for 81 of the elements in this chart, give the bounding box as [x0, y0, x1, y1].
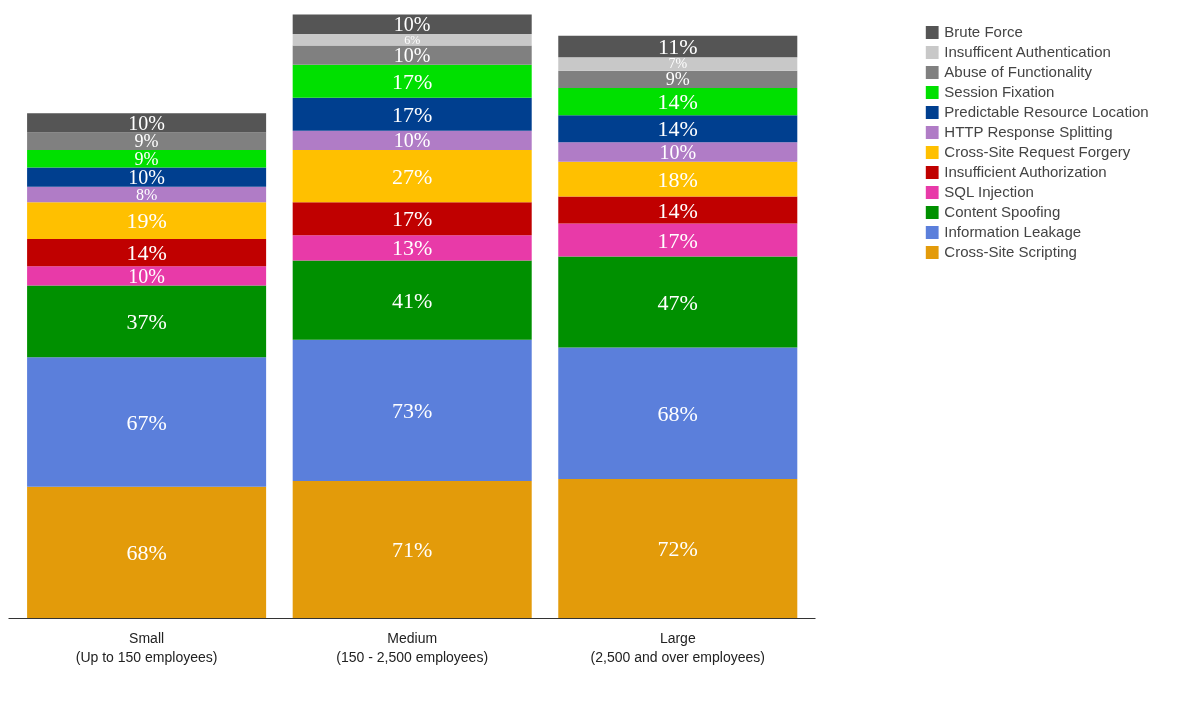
data-label: 11% [658, 33, 698, 59]
bar [292, 130, 532, 151]
data-label: 9% [665, 69, 690, 90]
data-label: 10% [659, 140, 697, 163]
legend-label: Session Fixation [944, 83, 1055, 100]
bar [27, 113, 267, 133]
bar [558, 161, 798, 197]
bar [292, 339, 532, 482]
bar [292, 45, 532, 65]
x-tick-label: Large (2,500 and over employees) [590, 629, 765, 665]
bar [558, 256, 798, 348]
data-label: 47% [657, 289, 698, 315]
data-label: 18% [657, 166, 698, 192]
legend-label: Content Spoofing [944, 203, 1061, 220]
data-label: 8% [135, 186, 158, 204]
bar [558, 223, 798, 257]
data-label: 17% [392, 206, 433, 232]
data-label: 14% [126, 240, 167, 266]
data-label: 72% [657, 536, 698, 562]
x-tick-label: Small (Up to 150 employees) [75, 629, 218, 665]
bar [292, 481, 532, 619]
bar [558, 57, 798, 71]
data-label: 14% [657, 116, 698, 142]
data-label: 13% [392, 235, 433, 261]
bar [292, 97, 532, 131]
data-label: 14% [657, 197, 698, 223]
data-label: 73% [392, 397, 433, 423]
bar [558, 142, 798, 162]
data-label: 17% [392, 68, 433, 94]
data-label: 10% [393, 44, 431, 67]
data-label: 14% [657, 89, 698, 115]
bar [558, 88, 798, 116]
bar [558, 196, 798, 224]
bar [558, 347, 798, 480]
bar [558, 115, 798, 143]
bar [558, 479, 798, 619]
data-label: 67% [126, 409, 167, 435]
data-label: 10% [393, 13, 431, 36]
bar [292, 150, 532, 203]
bar [27, 486, 267, 619]
legend-label: Information Leakage [944, 223, 1082, 240]
data-label: 10% [393, 129, 431, 152]
legend-label: Insufficent Authentication [944, 43, 1111, 60]
legend-label: Abuse of Functionality [944, 63, 1092, 80]
bar [27, 186, 267, 203]
bar [292, 33, 532, 46]
bar [27, 202, 267, 240]
bar [27, 239, 267, 267]
data-label: 10% [128, 111, 165, 134]
data-label: 19% [126, 208, 167, 234]
data-label: 10% [128, 264, 165, 287]
legend-label: Brute Force [944, 23, 1023, 40]
data-label: 68% [657, 400, 698, 426]
data-label: 27% [392, 163, 433, 189]
data-label: 68% [126, 540, 167, 566]
bar [558, 35, 798, 58]
bar [27, 167, 267, 187]
bar [27, 150, 267, 168]
data-label: 17% [392, 101, 433, 127]
bar [558, 70, 798, 89]
data-label: 37% [126, 308, 167, 334]
legend-label: Cross-Site Request Forgery [944, 143, 1131, 160]
bar [292, 202, 532, 236]
legend-label: Insufficient Authorization [944, 163, 1107, 180]
bar [292, 64, 532, 98]
bar [292, 14, 532, 34]
data-label: 10% [128, 166, 165, 189]
legend-label: Predictable Resource Location [944, 103, 1149, 120]
data-label: 17% [657, 227, 698, 253]
data-label: 71% [392, 537, 433, 563]
bar [292, 235, 532, 261]
bar [27, 132, 267, 151]
data-label: 41% [392, 287, 433, 313]
legend-label: HTTP Response Splitting [944, 123, 1113, 140]
bar [27, 357, 267, 487]
bar [27, 266, 267, 286]
x-tick-label: Medium (150 - 2,500 employees) [336, 629, 489, 665]
bar [27, 285, 267, 358]
legend-label: Cross-Site Scripting [944, 243, 1077, 260]
bar [292, 260, 532, 340]
legend-label: SQL Injection [944, 183, 1034, 200]
